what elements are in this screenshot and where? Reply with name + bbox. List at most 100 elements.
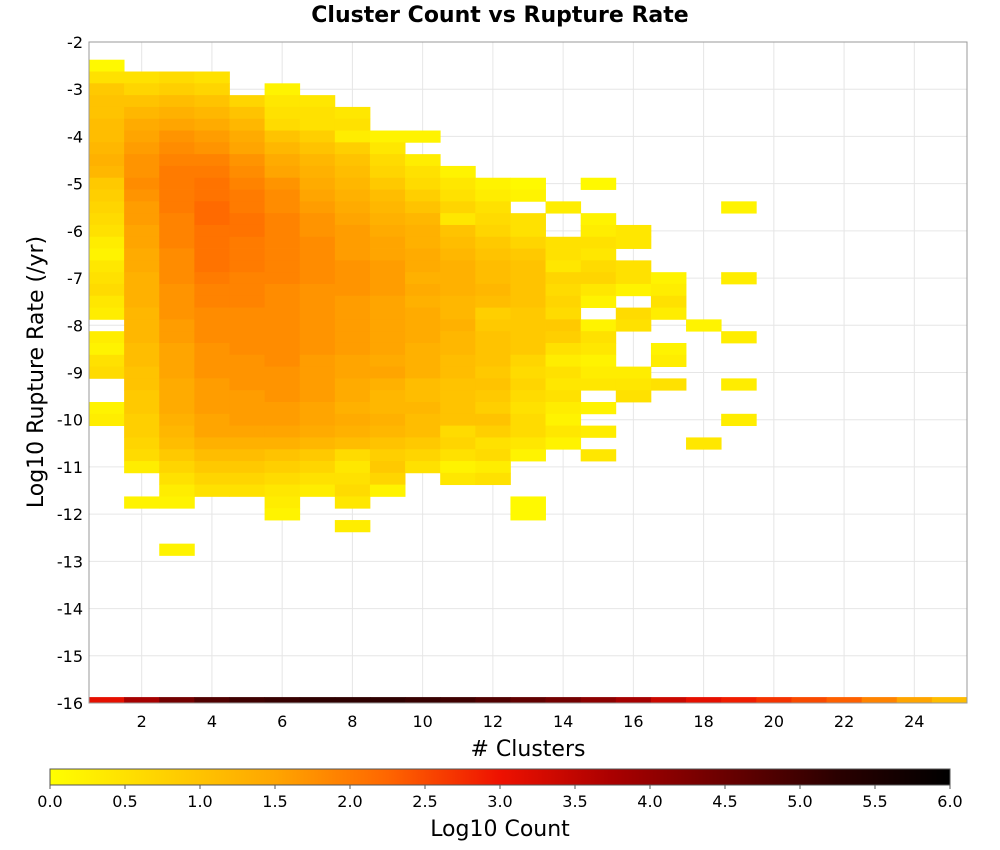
heatmap-cell <box>405 437 441 450</box>
heatmap-cell <box>510 331 546 344</box>
heatmap-cell <box>334 354 371 367</box>
heatmap-cell <box>124 295 160 308</box>
x-tick-label: 12 <box>483 712 503 731</box>
heatmap-cell <box>580 425 617 438</box>
heatmap-cell <box>194 165 230 179</box>
heatmap-cell <box>194 472 230 486</box>
heatmap-cell <box>475 402 511 415</box>
heatmap-cell <box>405 272 441 285</box>
heatmap-cell <box>369 378 406 391</box>
heatmap-cell <box>440 331 476 344</box>
heatmap-cell <box>721 697 757 703</box>
heatmap-cell <box>159 331 195 344</box>
heatmap-cell <box>440 224 476 238</box>
y-tick-label: -12 <box>57 505 83 524</box>
heatmap-cell <box>194 189 230 202</box>
heatmap-cell <box>229 213 265 226</box>
heatmap-cell <box>405 390 441 403</box>
heatmap-cell <box>194 154 230 167</box>
heatmap-cell <box>334 472 371 486</box>
heatmap-cell <box>510 213 546 226</box>
heatmap-cell <box>545 236 582 249</box>
heatmap-cell <box>510 697 546 703</box>
heatmap-cell <box>194 283 230 297</box>
heatmap-cell <box>264 449 301 462</box>
heatmap-cell <box>89 142 125 155</box>
heatmap-cell <box>545 402 582 415</box>
heatmap-cell <box>264 484 301 497</box>
heatmap-cell <box>405 201 441 214</box>
heatmap-cell <box>721 331 757 344</box>
heatmap-cell <box>475 390 511 403</box>
colorbar-label: Log10 Count <box>430 817 570 842</box>
heatmap-cell <box>510 224 546 238</box>
heatmap-cell <box>369 142 406 155</box>
heatmap-cell <box>405 378 441 391</box>
heatmap-cell <box>405 189 441 202</box>
heatmap-cell <box>440 213 476 226</box>
heatmap-cell <box>229 118 265 131</box>
heatmap-cell <box>756 697 792 703</box>
heatmap-cell <box>194 390 230 403</box>
heatmap-cell <box>440 177 476 190</box>
heatmap-cell <box>229 236 265 249</box>
heatmap-cell <box>334 213 371 226</box>
heatmap-cell <box>194 319 230 332</box>
heatmap-cell <box>89 272 125 285</box>
heatmap-cell <box>194 118 230 131</box>
y-axis-ticks: -2 -3 -4 -5 -6 -7 -8 -9 -10 -11 -12 -13 -14 -15 -16 <box>57 33 83 713</box>
heatmap-cell <box>405 248 441 261</box>
heatmap-cell <box>264 142 301 155</box>
heatmap-cell <box>264 461 301 474</box>
heatmap-cell <box>159 224 195 238</box>
heatmap-cell <box>194 484 230 497</box>
heatmap-cell <box>405 354 441 367</box>
heatmap-cell <box>89 59 125 72</box>
heatmap-cell <box>264 248 301 261</box>
heatmap-cell <box>89 106 125 120</box>
y-tick-label: -16 <box>57 694 83 713</box>
colorbar-tick-label: 1.0 <box>187 792 212 811</box>
heatmap-cell <box>334 449 371 462</box>
heatmap-cell <box>229 260 265 273</box>
heatmap-cell <box>334 106 371 120</box>
heatmap-cell <box>194 342 230 356</box>
heatmap-cell <box>721 272 757 285</box>
heatmap-cell <box>124 366 160 379</box>
heatmap-cell <box>89 130 125 143</box>
heatmap-cell <box>229 224 265 238</box>
heatmap-cell <box>369 283 406 297</box>
heatmap-cell <box>264 272 301 285</box>
heatmap-cell <box>299 366 336 379</box>
heatmap-cell <box>686 319 722 332</box>
heatmap-cell <box>264 425 301 438</box>
heatmap-cell <box>159 472 195 486</box>
heatmap-cell <box>440 283 476 297</box>
x-tick-label: 6 <box>277 712 287 731</box>
heatmap-cell <box>159 118 195 131</box>
heatmap-cell <box>264 177 301 190</box>
heatmap-cell <box>89 295 125 308</box>
heatmap-cell <box>650 283 687 297</box>
heatmap-cell <box>369 402 406 415</box>
x-tick-label: 2 <box>137 712 147 731</box>
y-tick-label: -9 <box>67 364 83 383</box>
heatmap-cell <box>650 697 687 703</box>
heatmap-cell <box>510 378 546 391</box>
heatmap-cell <box>89 71 125 84</box>
heatmap-cell <box>405 236 441 249</box>
heatmap-cell <box>124 342 160 356</box>
heatmap-cell <box>580 248 617 261</box>
heatmap-cell <box>440 342 476 356</box>
heatmap-cell <box>405 366 441 379</box>
x-tick-label: 18 <box>693 712 713 731</box>
heatmap-cell <box>369 248 406 261</box>
heatmap-cell <box>440 307 476 320</box>
heatmap-cell <box>545 342 582 356</box>
heatmap-cell <box>405 461 441 474</box>
heatmap-cell <box>405 413 441 427</box>
heatmap-cell <box>159 213 195 226</box>
heatmap-cell <box>580 402 617 415</box>
heatmap-cell <box>369 201 406 214</box>
heatmap-cell <box>369 213 406 226</box>
